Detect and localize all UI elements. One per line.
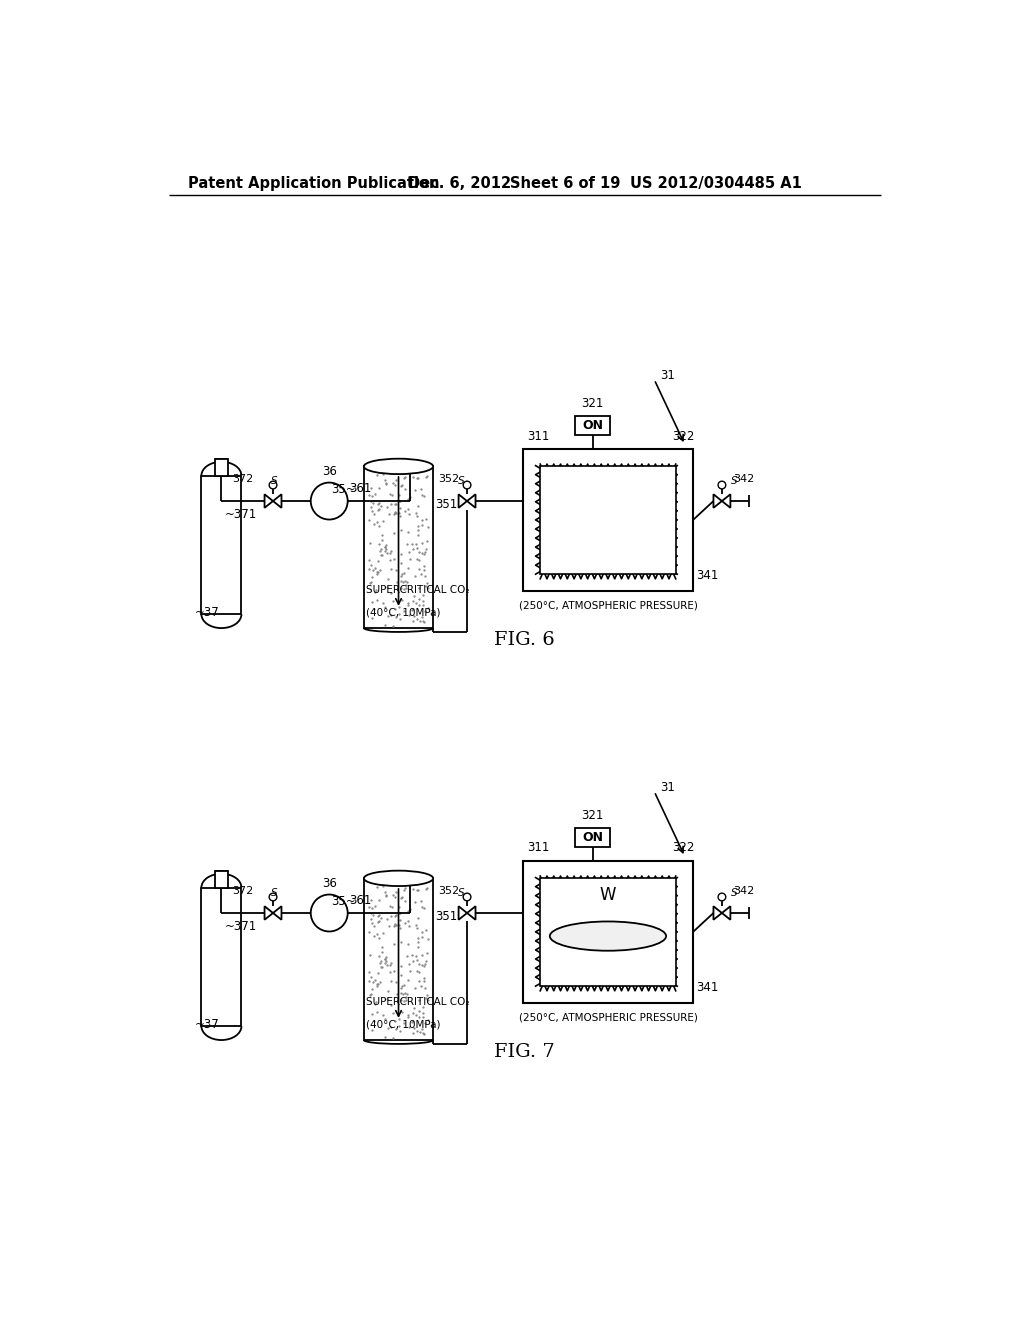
Text: 311: 311 (527, 841, 550, 854)
Polygon shape (264, 494, 273, 508)
Text: 322: 322 (672, 429, 694, 442)
Text: ~37: ~37 (196, 606, 220, 619)
Text: 321: 321 (582, 809, 604, 822)
Polygon shape (459, 907, 467, 920)
Text: Dec. 6, 2012: Dec. 6, 2012 (408, 176, 511, 190)
Text: 352: 352 (438, 474, 459, 484)
Ellipse shape (364, 459, 433, 474)
Polygon shape (273, 907, 282, 920)
Text: 352: 352 (438, 886, 459, 896)
Ellipse shape (550, 921, 666, 950)
Circle shape (718, 482, 726, 488)
Text: W: W (600, 886, 616, 903)
Text: 372: 372 (231, 474, 253, 484)
Text: (250°C, ATMOSPHERIC PRESSURE): (250°C, ATMOSPHERIC PRESSURE) (519, 601, 698, 610)
Polygon shape (722, 494, 730, 508)
Text: 351: 351 (435, 499, 458, 511)
Text: 372: 372 (231, 886, 253, 896)
Text: 31: 31 (660, 781, 675, 795)
Polygon shape (467, 907, 475, 920)
Text: 35~: 35~ (332, 895, 356, 908)
Text: 321: 321 (582, 397, 604, 411)
Text: ON: ON (582, 832, 603, 843)
Polygon shape (722, 907, 730, 920)
Ellipse shape (364, 871, 433, 886)
Bar (215, 459, 227, 475)
Text: S: S (458, 475, 465, 486)
Text: 31: 31 (660, 370, 675, 381)
Text: (40°C, 10MPa): (40°C, 10MPa) (367, 1019, 440, 1030)
Bar (215, 871, 227, 887)
Text: 361: 361 (349, 482, 372, 495)
Polygon shape (467, 494, 475, 508)
Text: 341: 341 (696, 981, 719, 994)
Circle shape (310, 483, 348, 520)
Bar (541, 878, 676, 986)
Bar (523, 449, 692, 591)
Text: SUPERCRITICAL CO₂: SUPERCRITICAL CO₂ (367, 585, 470, 594)
Text: FIG. 6: FIG. 6 (495, 631, 555, 648)
Bar (364, 466, 433, 628)
Text: Sheet 6 of 19: Sheet 6 of 19 (510, 176, 621, 190)
Circle shape (269, 482, 276, 488)
Bar (202, 475, 242, 614)
Polygon shape (273, 494, 282, 508)
Text: S: S (270, 887, 278, 898)
Text: 351: 351 (435, 911, 458, 924)
Text: ~37: ~37 (196, 1018, 220, 1031)
Text: (40°C, 10MPa): (40°C, 10MPa) (367, 607, 440, 618)
Text: 36: 36 (322, 876, 337, 890)
Polygon shape (264, 907, 273, 920)
Text: 35~: 35~ (332, 483, 356, 496)
Polygon shape (714, 494, 722, 508)
Text: S: S (458, 887, 465, 898)
Bar (574, 416, 610, 434)
Text: 342: 342 (733, 886, 755, 896)
Bar (523, 861, 692, 1003)
Text: FIG. 7: FIG. 7 (495, 1043, 555, 1060)
Text: 341: 341 (696, 569, 719, 582)
Circle shape (463, 894, 471, 900)
Text: 36: 36 (322, 465, 337, 478)
Text: SUPERCRITICAL CO₂: SUPERCRITICAL CO₂ (367, 997, 470, 1007)
Text: ON: ON (582, 418, 603, 432)
Bar (202, 887, 242, 1026)
Text: 311: 311 (527, 429, 550, 442)
Bar (541, 466, 676, 574)
Text: S: S (731, 475, 737, 486)
Bar (574, 829, 610, 847)
Text: 342: 342 (733, 474, 755, 484)
Bar (364, 878, 433, 1040)
Text: 361: 361 (349, 894, 372, 907)
Text: ~371: ~371 (224, 508, 257, 521)
Circle shape (463, 482, 471, 488)
Text: ~371: ~371 (224, 920, 257, 933)
Text: S: S (270, 475, 278, 486)
Circle shape (718, 894, 726, 900)
Circle shape (310, 895, 348, 932)
Circle shape (269, 894, 276, 900)
Text: (250°C, ATMOSPHERIC PRESSURE): (250°C, ATMOSPHERIC PRESSURE) (519, 1012, 698, 1022)
Text: S: S (731, 887, 737, 898)
Text: US 2012/0304485 A1: US 2012/0304485 A1 (630, 176, 802, 190)
Text: Patent Application Publication: Patent Application Publication (188, 176, 440, 190)
Polygon shape (714, 907, 722, 920)
Polygon shape (459, 494, 467, 508)
Text: 322: 322 (672, 841, 694, 854)
